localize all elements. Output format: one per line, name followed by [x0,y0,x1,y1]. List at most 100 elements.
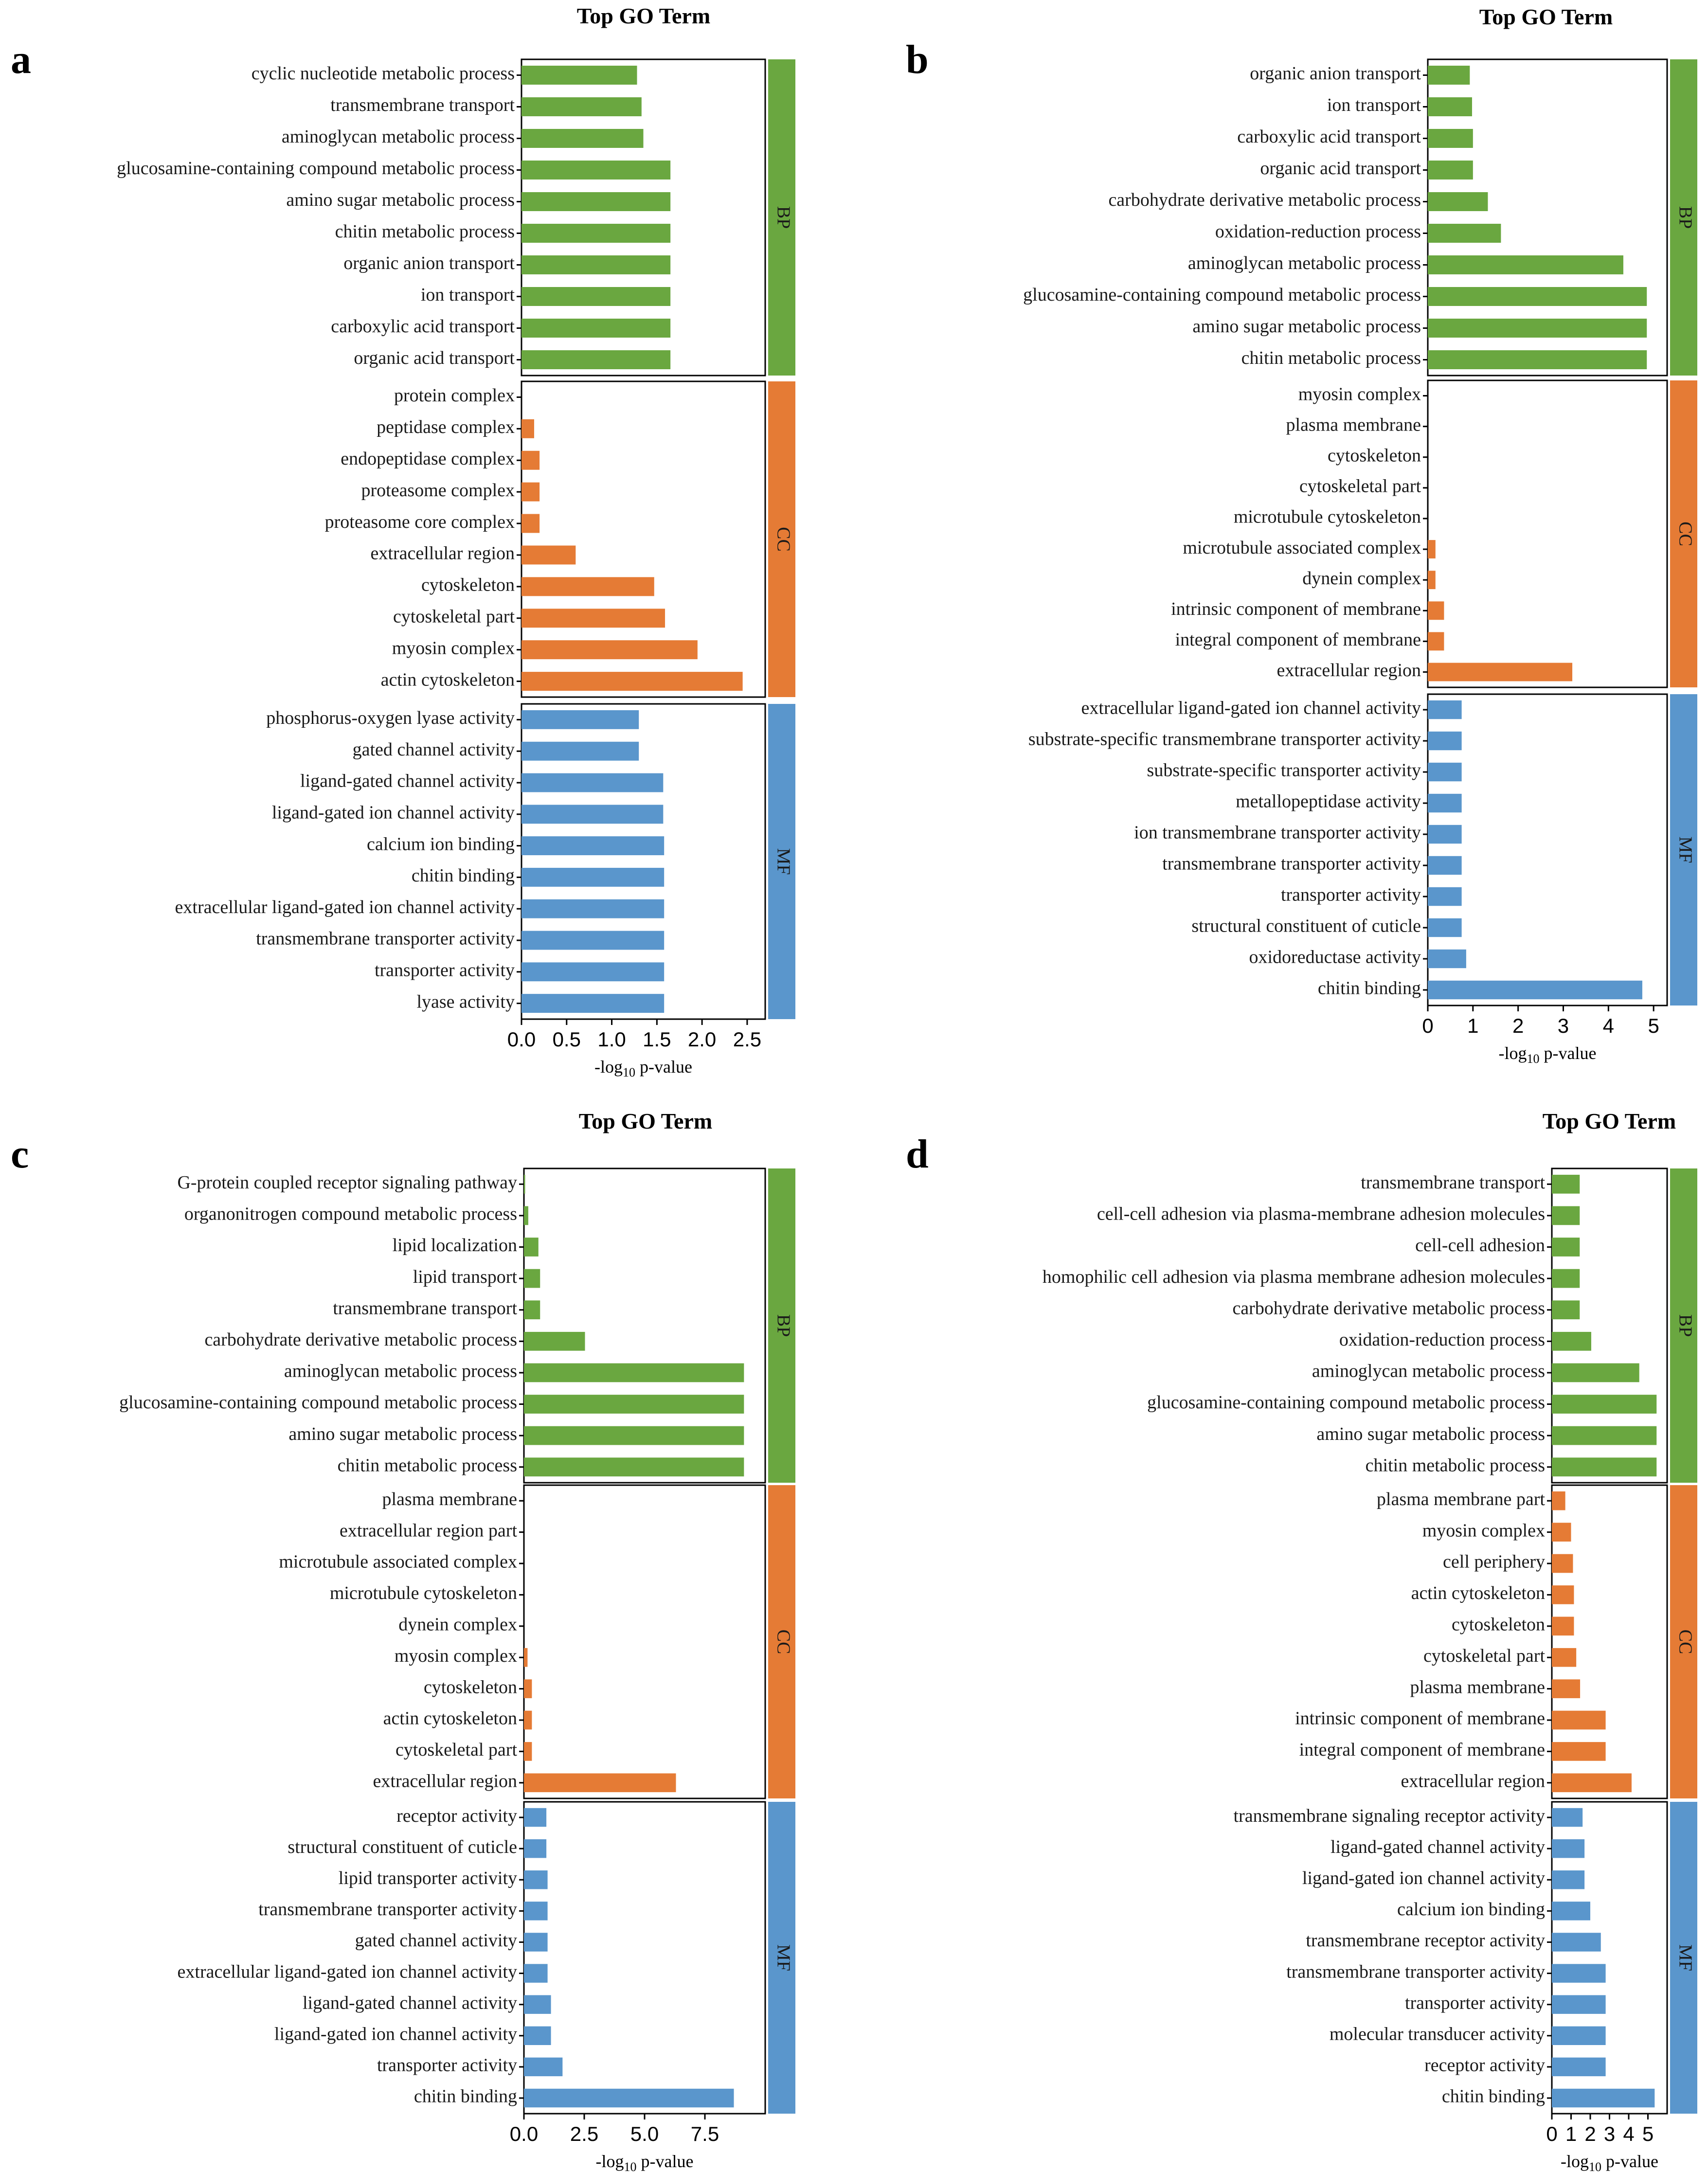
bar [1552,1964,1606,1983]
category-label: chitin binding [1442,2086,1545,2107]
x-axis-title: -log10 p-value [594,1057,692,1079]
category-label: ion transport [421,285,515,305]
category-label: protein complex [394,385,515,406]
category-label: transmembrane transporter activity [1286,1961,1545,1982]
category-label: integral component of membrane [1299,1740,1545,1760]
bar [1428,731,1462,751]
bar [521,741,639,761]
category-label: endopeptidase complex [341,449,515,469]
facet-strip [1670,380,1697,687]
bar [1552,1523,1571,1542]
category-label: chitin binding [414,2086,517,2107]
x-tick-label: 0.5 [553,1028,581,1051]
category-label: G-protein coupled receptor signaling pat… [177,1172,517,1193]
facet-strip [768,1485,795,1798]
group-cc: CC plasma membrane part myosin complex cell… [1295,1484,1697,1799]
bar [1428,540,1436,558]
category-label: carboxylic acid transport [1237,126,1421,147]
category-label: receptor activity [396,1806,517,1826]
category-label: substrate-specific transporter activity [1147,760,1421,781]
bar [524,2088,734,2108]
x-tick-label: 1.5 [643,1028,671,1051]
bar [1552,1616,1574,1636]
bar [521,773,664,792]
category-label: transmembrane receptor activity [1306,1930,1545,1951]
category-label: extracellular region [371,543,515,564]
category-label: carbohydrate derivative metabolic proces… [1232,1298,1545,1318]
x-axis: 0.0 0.5 1.0 1.5 2.0 2.5 -log10 p-value [507,1019,761,1079]
bar [524,1679,532,1698]
bar [524,1773,676,1793]
category-label: myosin complex [395,1646,517,1666]
facet-frame [1427,58,1668,377]
bar [1428,350,1647,369]
bar [521,994,665,1013]
category-label: myosin complex [392,638,515,658]
facet-strip-label: BP [1675,206,1695,229]
panel-a: a Top GO Term BP cyclic nucleotide metaboli… [11,3,795,1079]
bar [1428,129,1473,148]
x-tick-label: 7.5 [691,2122,719,2145]
x-tick-label: 0 [1422,1014,1433,1037]
category-label: organic anion transport [1250,63,1421,84]
category-label: microtubule associated complex [279,1552,517,1572]
x-tick-label: 3 [1604,2122,1615,2145]
x-tick-label: 4 [1603,1014,1614,1037]
category-label: aminoglycan metabolic process [1188,253,1421,273]
x-tick-label: 0.0 [507,1028,536,1051]
bar [1428,918,1462,937]
category-label: chitin metabolic process [335,221,515,242]
category-label: microtubule cytoskeleton [330,1583,517,1603]
x-axis-title: -log10 p-value [1499,1043,1597,1066]
category-label: transporter activity [1405,1993,1545,2013]
category-label: lyase activity [416,991,515,1012]
category-label: proteasome core complex [325,512,515,532]
category-label: extracellular region [1401,1771,1545,1792]
category-label: transmembrane transport [330,95,515,115]
panel-label: c [11,1131,29,1177]
facet-frame [523,1167,766,1484]
category-label: cytoskeletal part [396,1740,518,1760]
bar [521,609,665,628]
facet-strip-label: MF [1675,837,1695,863]
bar [1428,224,1501,243]
category-label: structural constituent of cuticle [288,1837,517,1857]
bar [1428,663,1573,682]
bar [1428,762,1462,782]
x-tick-label: 2 [1584,2122,1596,2145]
category-label: structural constituent of cuticle [1191,916,1421,936]
category-label: extracellular region [1277,660,1421,681]
category-label: homophilic cell adhesion via plasma memb… [1043,1267,1545,1287]
facet-frame [1427,693,1668,1006]
bar [521,545,576,565]
category-label: glucosamine-containing compound metaboli… [119,1392,517,1413]
chart-title: Top GO Term [1479,4,1613,29]
category-label: oxidation-reduction process [1215,221,1421,242]
bar [1428,287,1647,306]
category-label: intrinsic component of membrane [1295,1708,1545,1729]
category-label: ligand-gated ion channel activity [274,2024,517,2044]
x-tick-label: 5 [1642,2122,1654,2145]
x-tick-label: 1 [1467,1014,1478,1037]
category-label: plasma membrane [1286,414,1421,435]
x-tick-label: 0.0 [510,2122,538,2145]
category-label: amino sugar metabolic process [1192,316,1421,337]
bar [1552,1710,1606,1730]
bar [1428,161,1473,180]
category-label: intrinsic component of membrane [1171,599,1421,619]
bar [1552,1363,1639,1383]
bar [521,129,644,148]
category-label: ligand-gated channel activity [1330,1837,1545,1857]
bar [1552,1995,1606,2014]
category-label: transporter activity [377,2055,517,2076]
category-label: extracellular ligand-gated ion channel a… [175,897,515,917]
bar [524,1710,532,1730]
panel-c: c Top GO Term BP G-protein coupled receptor… [11,1109,795,2173]
bar [521,161,671,180]
bar [521,350,671,369]
category-label: chitin metabolic process [1366,1455,1545,1475]
facet-strip [768,1802,795,2114]
category-label: microtubule associated complex [1183,538,1421,558]
x-axis-title: -log10 p-value [1561,2152,1658,2173]
